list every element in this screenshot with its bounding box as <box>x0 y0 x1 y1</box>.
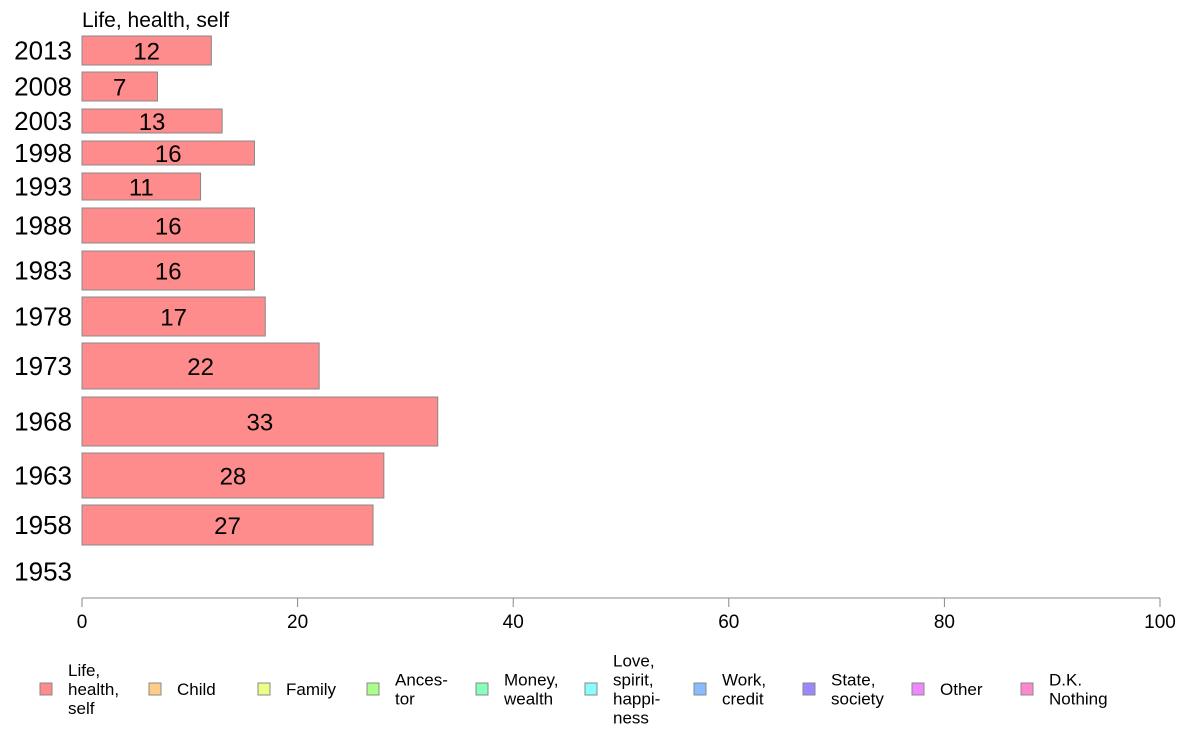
legend-label: tor <box>395 690 415 709</box>
legend-item: Child <box>148 680 216 699</box>
year-label: 1963 <box>14 461 72 491</box>
legend-label: society <box>831 690 884 709</box>
legend-label: Work, <box>722 671 766 690</box>
legend: Life,health,self Child Family Ances-tor Mone… <box>39 652 1108 728</box>
legend-label: health, <box>68 680 119 699</box>
year-label: 2013 <box>14 36 72 66</box>
bar-value-label: 16 <box>155 141 182 168</box>
x-tick-label: 0 <box>77 612 88 633</box>
bar <box>81 504 374 546</box>
legend-item: D.K.Nothing <box>1020 671 1108 709</box>
bars-group: 2013 12 2008 7 2003 13 1998 16 1993 11 1988 16 1983 1… <box>14 35 439 587</box>
legend-item: Other <box>911 680 983 699</box>
legend-swatch <box>911 682 925 696</box>
bar-value-label: 28 <box>220 464 247 491</box>
legend-label: Other <box>940 680 983 699</box>
legend-swatch <box>257 682 271 696</box>
year-label: 1983 <box>14 256 72 286</box>
legend-label: happi- <box>613 690 660 709</box>
bar-value-label: 16 <box>155 259 182 286</box>
bar <box>81 35 212 66</box>
legend-item: State,society <box>802 671 884 709</box>
legend-label: D.K. <box>1049 671 1082 690</box>
year-label: 1953 <box>14 557 72 587</box>
year-label: 2008 <box>14 72 72 102</box>
year-label: 2003 <box>14 106 72 136</box>
bar-value-label: 11 <box>129 175 154 202</box>
legend-swatch <box>148 682 162 696</box>
bar <box>81 207 255 244</box>
year-label: 1998 <box>14 138 72 168</box>
bar <box>81 250 255 291</box>
legend-label: Nothing <box>1049 690 1108 709</box>
legend-swatch <box>693 682 707 696</box>
bar-value-label: 16 <box>155 214 182 241</box>
legend-swatch <box>475 682 489 696</box>
x-tick-label: 80 <box>934 612 955 633</box>
legend-swatch <box>1020 682 1034 696</box>
legend-item: Ances-tor <box>366 671 448 709</box>
bar-value-label: 17 <box>160 305 187 332</box>
legend-item: Family <box>257 680 337 699</box>
legend-item: Life,health,self <box>39 661 119 718</box>
legend-label: ness <box>613 709 649 728</box>
legend-item: Love,spirit,happi-ness <box>584 652 660 728</box>
bar-value-label: 33 <box>247 410 274 437</box>
bar <box>81 71 158 102</box>
bar <box>81 140 255 166</box>
bar-value-label: 27 <box>214 513 241 540</box>
year-label: 1993 <box>14 172 72 202</box>
x-tick-label: 100 <box>1144 612 1176 633</box>
legend-label: Family <box>286 680 337 699</box>
legend-label: Ances- <box>395 671 448 690</box>
legend-swatch <box>39 682 53 696</box>
year-label: 1978 <box>14 302 72 332</box>
legend-item: Work,credit <box>693 671 766 709</box>
legend-label: Child <box>177 680 216 699</box>
year-label: 1958 <box>14 510 72 540</box>
x-axis: 0 20 40 60 80 100 <box>77 597 1176 633</box>
bar <box>81 108 223 134</box>
x-tick-label: 60 <box>718 612 739 633</box>
legend-label: Love, <box>613 652 655 671</box>
bar <box>81 342 320 390</box>
x-tick-label: 20 <box>287 612 308 633</box>
bar-value-label: 7 <box>113 75 126 102</box>
bar-value-label: 12 <box>133 39 160 66</box>
bar <box>81 172 202 201</box>
bar <box>81 452 385 499</box>
legend-swatch <box>366 682 380 696</box>
legend-label: credit <box>722 690 764 709</box>
legend-swatch <box>802 682 816 696</box>
bar-value-label: 22 <box>187 354 214 381</box>
legend-label: Life, <box>68 661 100 680</box>
legend-label: Money, <box>504 671 559 690</box>
legend-item: Money,wealth <box>475 671 559 709</box>
bar <box>81 396 439 447</box>
x-tick-label: 40 <box>503 612 524 633</box>
legend-label: self <box>68 699 95 718</box>
legend-label: spirit, <box>613 671 654 690</box>
year-label: 1988 <box>14 211 72 241</box>
year-label: 1968 <box>14 407 72 437</box>
chart-title: Life, health, self <box>82 9 229 32</box>
year-label: 1973 <box>14 351 72 381</box>
bar <box>81 296 266 337</box>
legend-label: State, <box>831 671 875 690</box>
bar-value-label: 13 <box>139 109 166 136</box>
legend-label: wealth <box>503 690 553 709</box>
legend-swatch <box>584 682 598 696</box>
